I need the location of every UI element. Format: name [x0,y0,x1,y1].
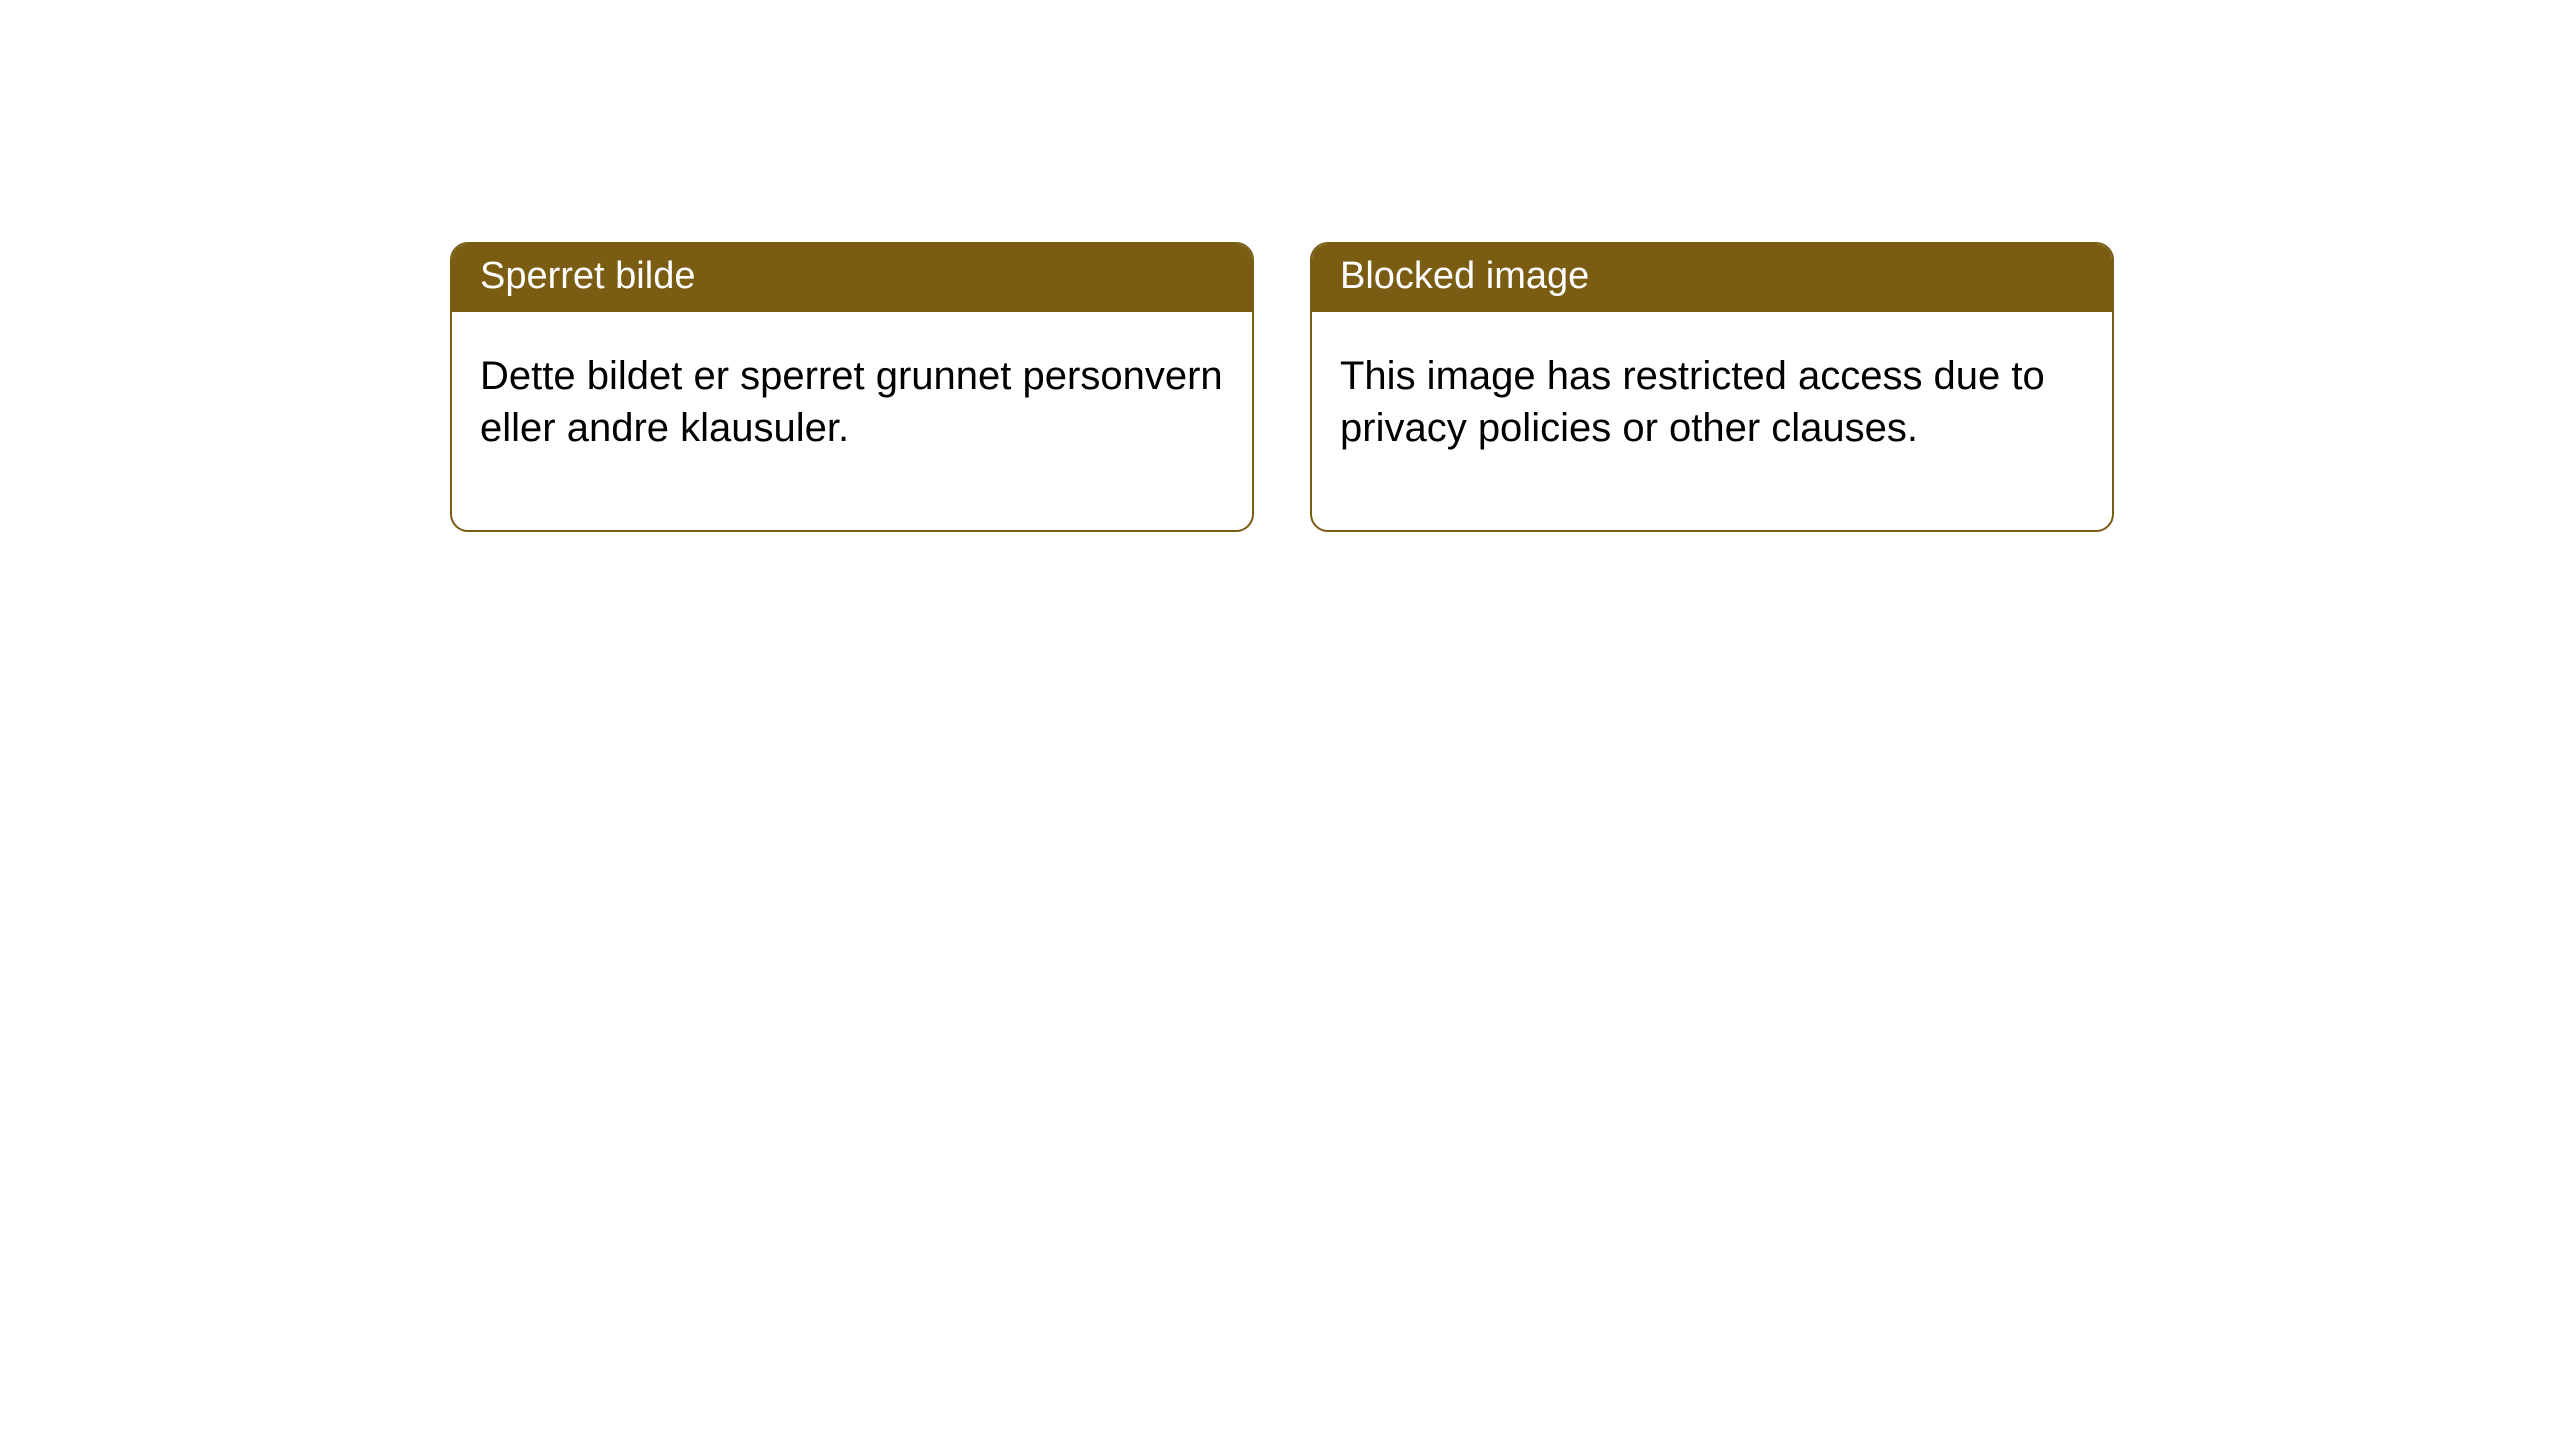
notice-header: Sperret bilde [452,244,1252,312]
notice-body: This image has restricted access due to … [1312,312,2112,530]
notice-box-norwegian: Sperret bilde Dette bildet er sperret gr… [450,242,1254,532]
notice-box-english: Blocked image This image has restricted … [1310,242,2114,532]
notice-container: Sperret bilde Dette bildet er sperret gr… [0,0,2560,532]
notice-body: Dette bildet er sperret grunnet personve… [452,312,1252,530]
notice-header: Blocked image [1312,244,2112,312]
